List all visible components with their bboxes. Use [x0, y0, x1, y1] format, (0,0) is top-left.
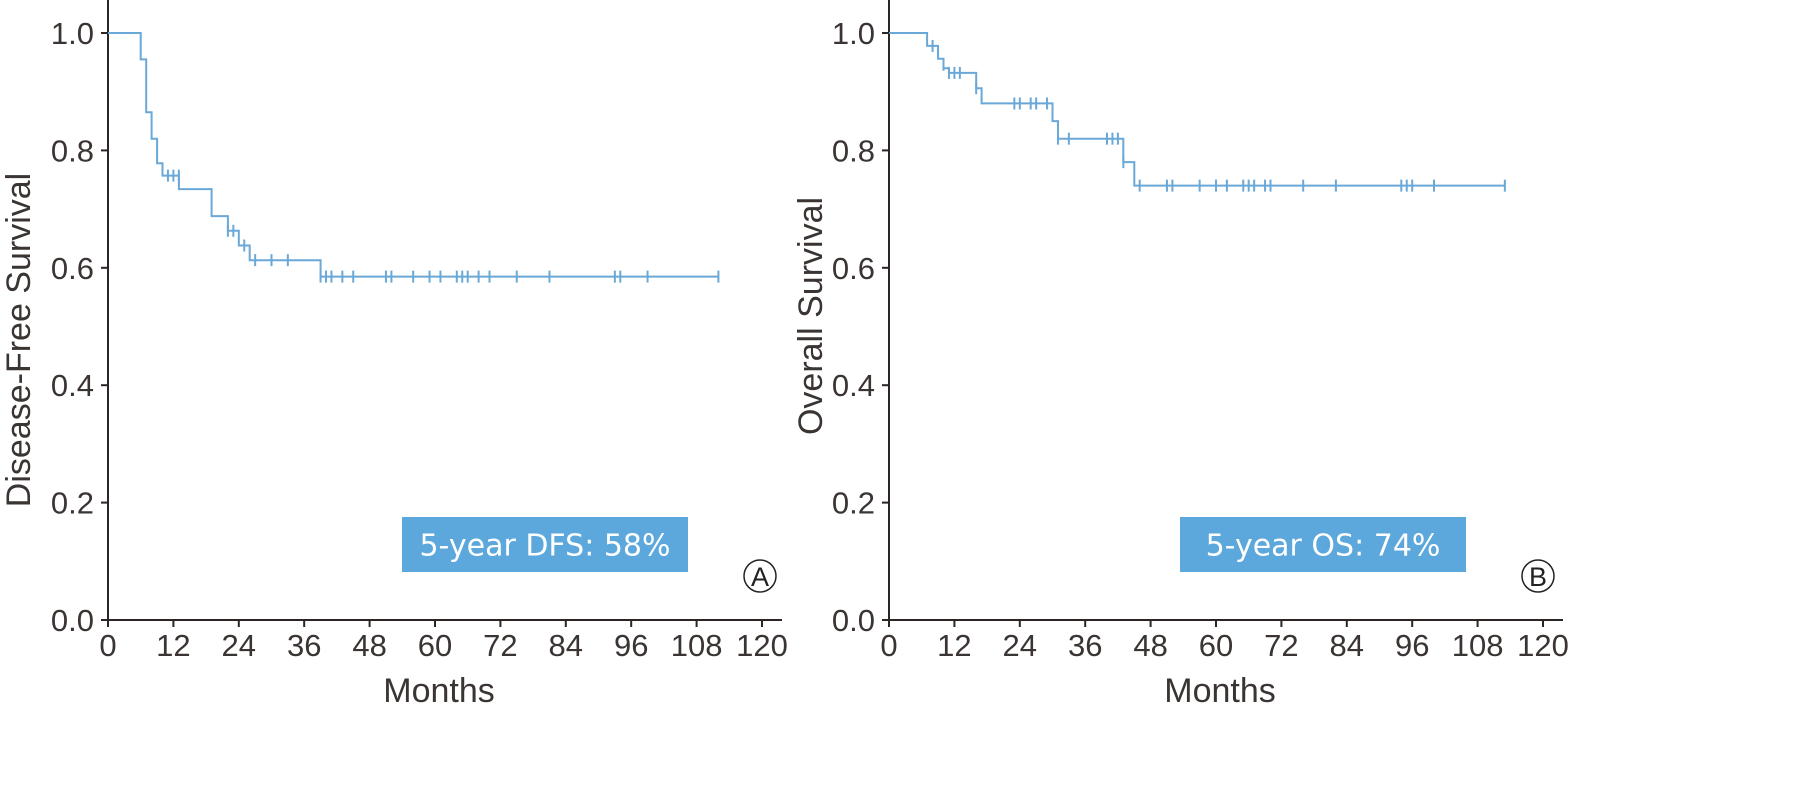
stat-box	[1180, 517, 1466, 572]
x-tick-label: 24	[1003, 628, 1037, 663]
x-tick-label: 12	[156, 628, 190, 663]
x-tick-label: 72	[1264, 628, 1298, 663]
x-tick-label: 120	[1517, 628, 1569, 663]
panel-tag-circle	[1521, 559, 1555, 593]
panel-tag-label: A	[751, 562, 769, 592]
y-tick-label: 0.2	[832, 486, 875, 521]
x-tick-label: 96	[1395, 628, 1429, 663]
chart-panel-a: 0 12 24 36 48 60 72 84 96 108 120 0.0 0.2 0.4 0.6 0.8 1.…	[0, 0, 788, 710]
survival-curve	[108, 32, 719, 278]
x-tick-label: 120	[736, 628, 788, 663]
y-tick-label: 0.8	[51, 133, 94, 168]
stat-box	[402, 517, 688, 572]
x-tick-label: 24	[222, 628, 256, 663]
x-tick-label: 12	[937, 628, 971, 663]
y-axis-title: Disease-Free Survival	[0, 173, 38, 507]
y-tick-label: 0.0	[832, 603, 875, 638]
chart-panel-b: 0 12 24 36 48 60 72 84 96 108 120 0.0 0.2 0.4 0.6 0.8 1.…	[792, 0, 1569, 710]
x-tick-label: 36	[287, 628, 321, 663]
y-tick-label: 0.0	[51, 603, 94, 638]
panel-tag-circle	[743, 559, 777, 593]
x-tick-label: 0	[880, 628, 897, 663]
panel-tag-label: B	[1529, 562, 1547, 592]
y-tick-label: 1.0	[51, 16, 94, 51]
x-tick-label: 60	[1199, 628, 1233, 663]
y-axis-title: Overall Survival	[792, 197, 830, 435]
y-tick-label: 1.0	[832, 16, 875, 51]
x-tick-label: 72	[483, 628, 517, 663]
y-tick-label: 0.4	[51, 368, 94, 403]
y-tick-label: 0.4	[832, 368, 875, 403]
survival-curve	[889, 32, 1505, 187]
x-tick-label: 60	[418, 628, 452, 663]
y-tick-label: 0.2	[51, 486, 94, 521]
x-tick-label: 108	[671, 628, 723, 663]
x-axis-title: Months	[383, 672, 495, 710]
x-tick-label: 36	[1068, 628, 1102, 663]
x-axis-title: Months	[1164, 672, 1276, 710]
x-tick-label: 0	[99, 628, 116, 663]
stat-box-label: 5-year OS: 74%	[1206, 529, 1441, 564]
x-tick-label: 84	[1330, 628, 1364, 663]
x-tick-label: 96	[614, 628, 648, 663]
y-tick-label: 0.8	[832, 133, 875, 168]
y-tick-label: 0.6	[832, 251, 875, 286]
x-tick-label: 84	[549, 628, 583, 663]
x-tick-label: 108	[1452, 628, 1504, 663]
stat-box-label: 5-year DFS: 58%	[419, 529, 670, 564]
y-tick-label: 0.6	[51, 251, 94, 286]
x-tick-label: 48	[1133, 628, 1167, 663]
x-tick-label: 48	[352, 628, 386, 663]
